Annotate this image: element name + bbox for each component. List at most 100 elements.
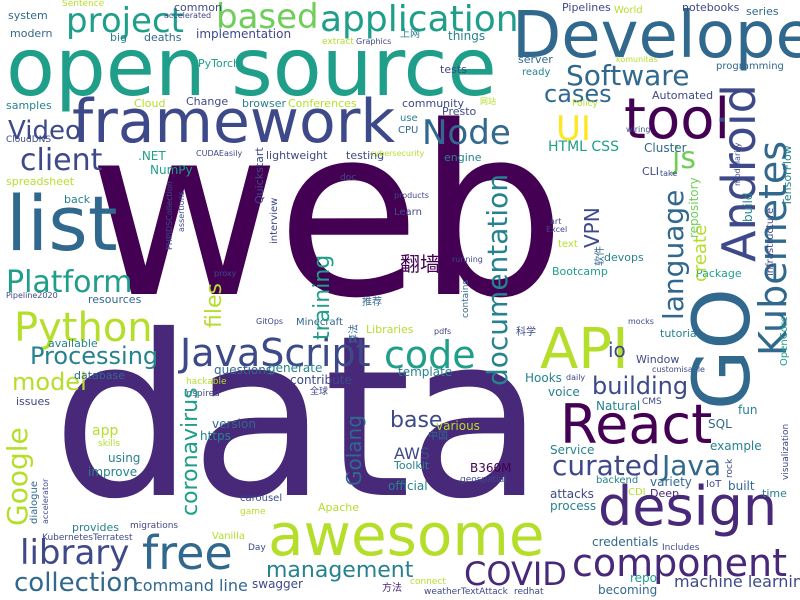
word-management: management [266, 558, 414, 583]
word-samples: samples [6, 99, 52, 112]
word-customisable: customisable [652, 365, 705, 374]
word-java: Java [662, 449, 722, 482]
word-repository: repository [687, 177, 701, 238]
word-https: https [200, 429, 231, 443]
word-version: version [212, 417, 256, 431]
word-toolkit: Toolkit [394, 459, 430, 472]
word-tool: tool [624, 87, 731, 152]
word-project: project [66, 1, 185, 41]
word-pytorch: PyTorch [198, 57, 241, 70]
word-tutorial: tutorial [660, 327, 700, 340]
word-cdi: CDI [628, 487, 646, 498]
word-apache: Apache [318, 501, 360, 514]
word-documentation: documentation [481, 173, 514, 386]
word-big: big [110, 31, 128, 44]
word-excel: Excel [546, 225, 568, 234]
word-zhongguo: 中国 [428, 431, 448, 442]
word-system: system [8, 9, 48, 22]
word-connect: connect [410, 577, 446, 587]
word-provides: provides [72, 521, 120, 534]
word-ui: UI [556, 109, 591, 149]
word-using: using [108, 451, 141, 465]
word-build: build [741, 192, 755, 222]
word-modern: modern [10, 27, 53, 40]
word-becoming: becoming [598, 583, 658, 597]
word-training: training [310, 254, 335, 340]
word-questions: questions [214, 363, 273, 377]
word-lightweight: lightweight [266, 149, 328, 162]
word-php-ids-collection: PHPIDSCollection [165, 181, 174, 250]
word-tests: tests [440, 63, 467, 76]
word-engine: engine [444, 151, 482, 164]
word-framework: framework [72, 87, 396, 157]
word-free: free [142, 526, 233, 580]
word-golang: Golang [342, 415, 366, 486]
word-contains: contains [461, 279, 471, 318]
word-process: process [550, 499, 597, 513]
word-client: client [20, 143, 103, 178]
word-react: React [560, 393, 713, 456]
word-developer: Developer [512, 0, 800, 73]
word-interview: interview [269, 197, 280, 244]
word-generate: generate [268, 361, 323, 375]
word-running: running [452, 255, 483, 264]
word-shangwang: 上网 [400, 29, 420, 40]
word-net: .NET [138, 149, 166, 163]
word-html-css: HTML CSS [548, 139, 619, 155]
word-processing: Processing [30, 342, 159, 370]
word-package: Package [696, 267, 742, 280]
word-google: Google [1, 427, 34, 526]
word-cloud-dns: CloudDNS [6, 135, 52, 145]
word-products: products [394, 191, 429, 200]
word-things: things [448, 29, 486, 43]
word-graphics: Graphics [356, 37, 392, 46]
word-change: Change [186, 95, 229, 108]
word-base: base [390, 408, 443, 433]
word-b360m: B360M [470, 461, 512, 475]
word-ready: ready [522, 67, 551, 78]
word-geospatial: geospatial [460, 475, 507, 485]
word-building: building [592, 372, 689, 400]
word-spreadsheet: spreadsheet [6, 175, 75, 188]
word-modularity: modularity [733, 142, 742, 186]
word-mocks: mocks [628, 317, 654, 326]
word-presto: Presto [442, 105, 477, 118]
word-open-source: open source [6, 21, 497, 114]
word-sql: SQL [708, 417, 732, 431]
word-accelerator: accelerator [41, 478, 50, 524]
word-variety: variety [650, 475, 692, 489]
word-ruanjian: 软件 [595, 246, 606, 266]
word-js: js [672, 141, 696, 176]
word-app: app [92, 423, 119, 439]
word-collection: collection [14, 568, 139, 598]
word-quickstart: Quickstart [253, 147, 266, 204]
word-fangfa: 方法 [382, 583, 402, 594]
word-learn: Learn [394, 207, 422, 218]
word-notebooks: notebooks [682, 1, 740, 14]
word-pipelines: Pipelines [562, 1, 611, 14]
word-numpy: NumPy [150, 163, 193, 177]
word-community: community [402, 97, 465, 110]
word-machine-learning: machine learning [674, 572, 800, 591]
word-fanqiang: 翻墙 [400, 252, 440, 276]
word-window: Window [636, 353, 680, 366]
word-back: back [64, 193, 91, 206]
word-text: text [558, 239, 578, 250]
word-game: game [240, 507, 266, 517]
word-infrastructure: infrastructure [765, 207, 776, 276]
word-credentials: credentials [592, 535, 659, 549]
word-opencore: OpenCore [779, 316, 790, 366]
word-daily: daily [566, 373, 586, 382]
word-application: application [320, 0, 519, 40]
word-api: API [540, 317, 629, 382]
word-design: design [598, 475, 778, 538]
word-example: example [710, 439, 762, 453]
word-swagger: swagger [252, 577, 303, 591]
word-art: art [550, 217, 562, 226]
word-python: Python [14, 305, 153, 351]
word-tuijian: 推荐 [362, 297, 382, 308]
word-software: Software [566, 59, 690, 92]
word-migrations: migrations [130, 521, 179, 531]
word-wangzhan: 网站 [480, 97, 496, 106]
